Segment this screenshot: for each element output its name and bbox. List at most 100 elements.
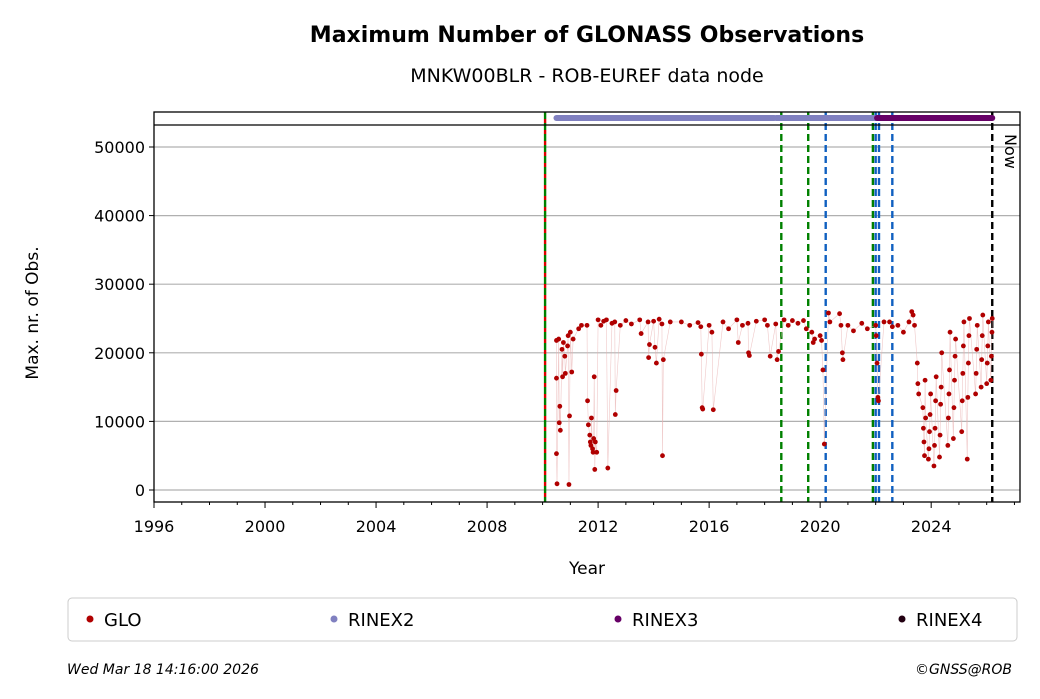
data-point	[812, 336, 818, 342]
data-point	[612, 319, 618, 325]
chart-title: Maximum Number of GLONASS Observations	[310, 23, 864, 48]
data-point	[967, 316, 972, 321]
data-point	[659, 321, 665, 327]
data-point	[933, 374, 939, 380]
data-point	[851, 328, 856, 334]
data-point	[767, 353, 773, 359]
data-point	[720, 319, 726, 325]
data-point	[951, 405, 957, 411]
data-point	[695, 320, 701, 326]
data-point	[801, 318, 806, 323]
data-point	[647, 342, 652, 347]
data-point	[826, 310, 831, 316]
legend: GLO RINEX2 RINEX3 RINEX4	[67, 597, 1018, 642]
data-point	[660, 357, 666, 363]
x-tick-label: 2016	[689, 517, 730, 536]
data-point	[652, 344, 658, 350]
data-point	[623, 318, 629, 323]
data-point	[612, 412, 618, 417]
data-point	[565, 343, 570, 349]
event-lines	[543, 112, 994, 502]
data-point	[932, 425, 938, 431]
data-point	[895, 322, 901, 328]
data-point	[839, 350, 845, 356]
data-point	[569, 369, 575, 375]
data-point	[915, 381, 921, 387]
data-point	[959, 398, 965, 404]
data-point	[592, 439, 598, 445]
data-point	[590, 449, 596, 455]
data-point	[959, 429, 965, 435]
chart-subtitle: MNKW00BLR - ROB-EUREF data node	[410, 65, 764, 87]
data-point	[952, 377, 957, 383]
data-point	[781, 317, 787, 323]
data-point	[591, 374, 597, 380]
data-point	[937, 454, 942, 460]
data-point	[901, 329, 906, 335]
data-point	[709, 329, 715, 335]
y-tick-label: 0	[135, 481, 145, 500]
data-point	[965, 394, 971, 400]
data-point	[927, 429, 932, 435]
data-point	[653, 360, 659, 366]
data-point	[984, 360, 990, 366]
data-point	[914, 360, 920, 366]
data-point	[809, 329, 815, 335]
data-point	[859, 320, 865, 326]
data-point	[795, 320, 801, 326]
data-point	[960, 343, 966, 349]
data-point	[840, 357, 846, 363]
data-point	[947, 329, 953, 335]
data-point	[978, 384, 984, 390]
data-point	[667, 319, 673, 325]
data-point	[989, 329, 995, 335]
data-point	[765, 322, 770, 328]
y-tick-label: 40000	[94, 207, 145, 226]
x-tick-label: 2004	[356, 517, 397, 536]
x-axis: 1996 2000 2004 2008 2012 2016 2020 2024	[134, 502, 1015, 536]
x-tick-label: 2024	[911, 517, 952, 536]
data-point	[554, 451, 559, 457]
data-point	[698, 324, 704, 330]
data-point	[592, 467, 598, 472]
data-point	[980, 312, 986, 318]
x-tick-label: 2020	[800, 517, 841, 536]
data-point	[837, 311, 842, 317]
data-point	[774, 357, 780, 363]
data-point	[557, 427, 563, 433]
data-point	[740, 322, 745, 328]
data-point	[933, 398, 939, 404]
data-point	[651, 318, 657, 324]
data-point	[921, 439, 927, 445]
data-point	[605, 465, 611, 471]
y-axis-label: Max. nr. of Obs.	[23, 246, 43, 379]
data-point	[585, 398, 590, 404]
data-point	[594, 449, 600, 455]
data-point	[845, 322, 851, 328]
data-point	[973, 370, 979, 376]
data-point	[952, 353, 958, 359]
x-axis-label: Year	[568, 559, 605, 579]
data-point	[678, 319, 684, 325]
data-point	[920, 405, 926, 411]
data-point	[604, 317, 609, 323]
data-point	[785, 322, 791, 328]
data-point	[556, 420, 562, 426]
data-point	[964, 456, 970, 462]
y-axis: 0 10000 20000 30000 40000 50000	[94, 138, 154, 500]
data-point	[974, 322, 980, 328]
footer-copyright: ©GNSS@ROB	[915, 662, 1012, 678]
data-point	[613, 388, 619, 393]
x-tick-label: 2012	[578, 517, 619, 536]
data-point	[584, 322, 590, 328]
data-point	[916, 391, 922, 397]
data-point	[734, 317, 740, 323]
data-point	[803, 326, 809, 332]
data-point	[585, 422, 591, 428]
data-point	[579, 322, 584, 328]
data-point	[922, 377, 928, 383]
data-point	[961, 319, 967, 325]
data-point	[953, 336, 959, 342]
x-tick-label: 2008	[467, 517, 508, 536]
